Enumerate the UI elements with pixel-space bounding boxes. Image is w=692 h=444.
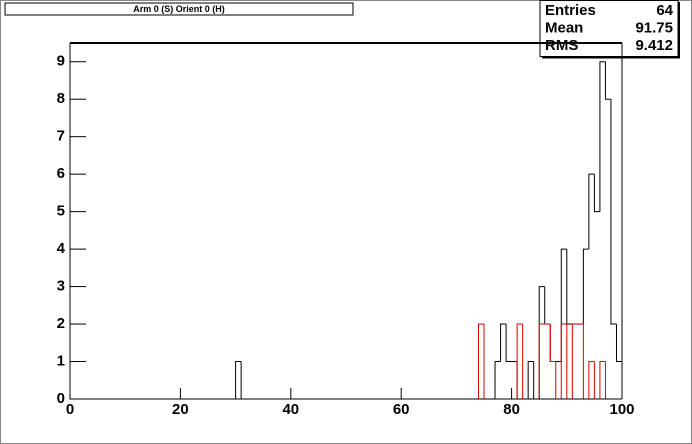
y-tick-label: 5 bbox=[57, 203, 65, 220]
histogram-bin bbox=[527, 361, 534, 399]
histogram-bin bbox=[560, 323, 567, 399]
y-tick-label: 4 bbox=[57, 240, 66, 257]
stat-label: Mean bbox=[545, 19, 583, 36]
histogram-bin bbox=[588, 173, 595, 250]
histogram-bin bbox=[599, 61, 606, 212]
y-tick-label: 1 bbox=[57, 352, 65, 369]
stats-box bbox=[539, 0, 679, 57]
histogram-bin bbox=[505, 324, 512, 363]
y-tick-label: 3 bbox=[57, 278, 65, 295]
title-box bbox=[4, 2, 354, 16]
plot-area bbox=[70, 43, 623, 400]
x-tick-label: 100 bbox=[609, 401, 634, 418]
histogram-bin bbox=[500, 323, 507, 362]
y-tick-label: 0 bbox=[57, 390, 65, 407]
histogram-bin bbox=[538, 323, 545, 399]
x-tick-label: 0 bbox=[66, 401, 74, 418]
histogram-bin bbox=[477, 323, 484, 399]
histogram-bin bbox=[549, 324, 556, 363]
x-tick-label: 60 bbox=[393, 401, 410, 418]
x-tick-label: 80 bbox=[503, 401, 520, 418]
histogram-bin bbox=[604, 61, 611, 100]
stat-value: 91.75 bbox=[635, 19, 673, 36]
histogram-bin bbox=[588, 361, 595, 399]
histogram-bin bbox=[494, 361, 501, 399]
stat-label: Entries bbox=[545, 2, 596, 19]
histogram-bin bbox=[571, 323, 578, 399]
histogram-bin bbox=[516, 323, 523, 399]
histogram-bin bbox=[235, 361, 242, 399]
histogram-bin bbox=[610, 99, 617, 325]
stat-value: 64 bbox=[656, 2, 673, 19]
histogram-bin bbox=[599, 361, 606, 399]
y-tick-label: 9 bbox=[57, 53, 65, 70]
stat-value: 9.412 bbox=[635, 37, 673, 54]
histogram-bin bbox=[593, 174, 600, 213]
y-tick-label: 2 bbox=[57, 315, 65, 332]
frame bbox=[70, 43, 622, 399]
chart-title: Arm 0 (S) Orient 0 (H) bbox=[133, 4, 225, 14]
y-tick-label: 7 bbox=[57, 128, 65, 145]
x-tick-label: 40 bbox=[282, 401, 299, 418]
histogram-bin bbox=[582, 248, 589, 325]
stat-label: RMS bbox=[545, 37, 578, 54]
x-tick-label: 20 bbox=[172, 401, 189, 418]
y-tick-label: 8 bbox=[57, 90, 65, 107]
y-tick-label: 6 bbox=[57, 165, 65, 182]
